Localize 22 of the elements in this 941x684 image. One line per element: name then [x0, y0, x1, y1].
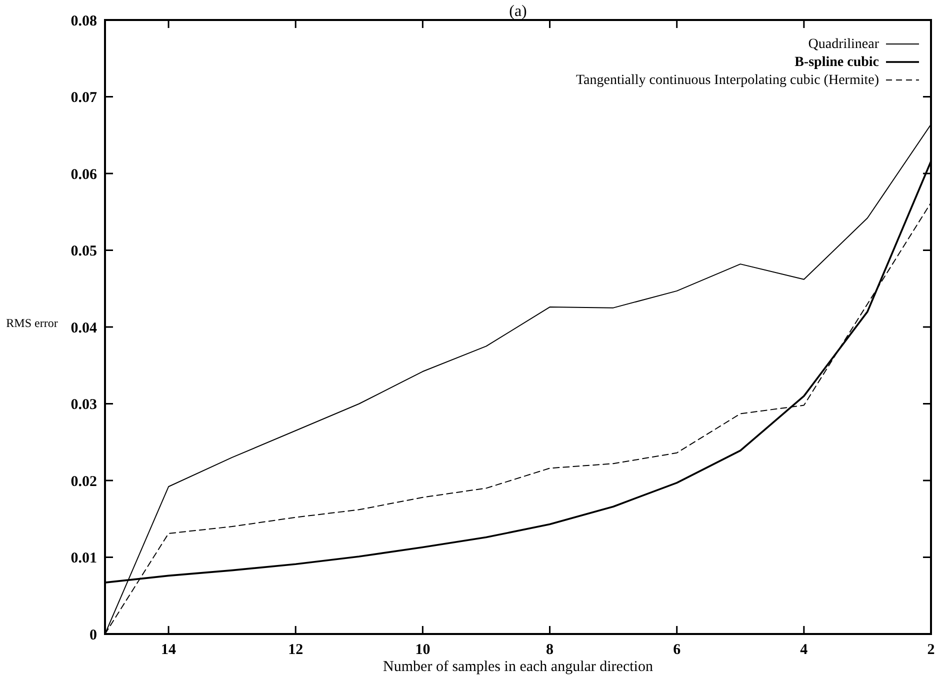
- x-axis-title: Number of samples in each angular direction: [383, 659, 654, 675]
- chart-title: (a): [509, 3, 527, 20]
- y-tick-label: 0.05: [70, 244, 97, 260]
- x-tick-label: 12: [288, 642, 304, 658]
- y-tick-label: 0.03: [70, 397, 97, 413]
- legend-label: B-spline cubic: [794, 55, 879, 70]
- x-tick-label: 4: [800, 642, 808, 658]
- y-axis-title: RMS error: [6, 316, 58, 330]
- y-tick-label: 0.02: [70, 474, 97, 490]
- x-tick-label: 6: [673, 642, 682, 658]
- x-tick-label: 14: [161, 642, 177, 658]
- y-tick-label: 0: [90, 627, 97, 644]
- y-tick-label: 0.01: [70, 550, 97, 566]
- x-tick-label: 10: [415, 642, 430, 658]
- y-tick-label: 0.08: [70, 13, 97, 30]
- legend-label: Tangentially continuous Interpolating cubic (Hermite): [576, 73, 880, 88]
- y-tick-label: 0.06: [70, 166, 98, 183]
- y-tick-label: 0.04: [70, 320, 98, 336]
- x-tick-label: 8: [546, 642, 554, 658]
- y-tick-label: 0.07: [70, 90, 98, 106]
- legend-label: Quadrilinear: [808, 37, 880, 52]
- x-tick-label: 2: [927, 642, 935, 658]
